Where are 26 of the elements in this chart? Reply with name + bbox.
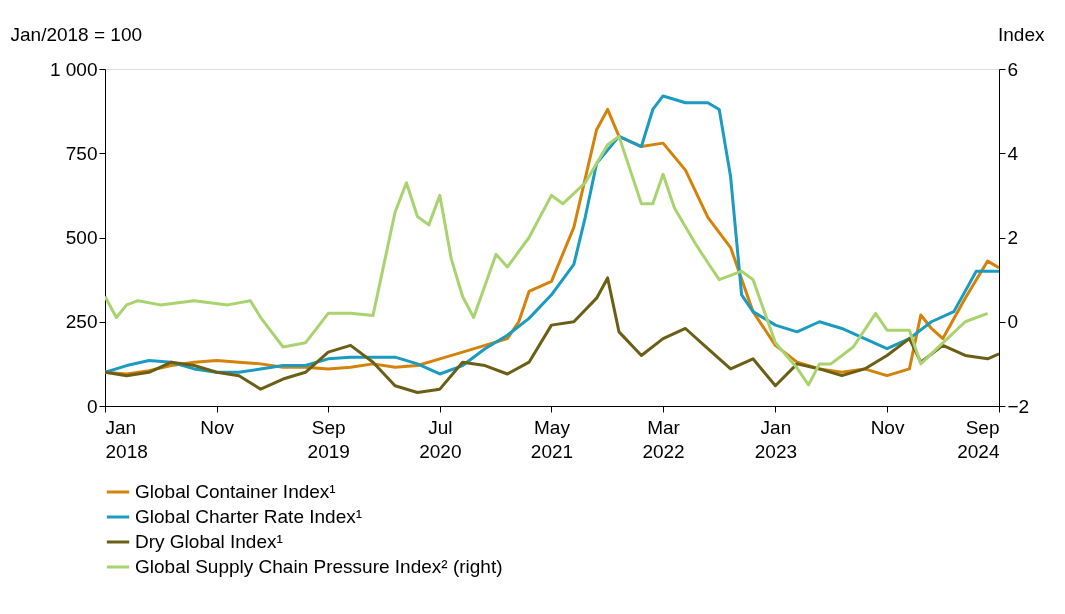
y-axis-title: Jan/2018 = 100 bbox=[10, 23, 143, 45]
y2-tick-label: 0 bbox=[1007, 311, 1019, 333]
x-tick-label: Nov bbox=[200, 416, 235, 438]
x-tick-label: Jan 2023 bbox=[754, 416, 798, 462]
y2-tick-label: −2 bbox=[1007, 395, 1030, 417]
x-tick-label: Jul 2020 bbox=[419, 416, 462, 462]
x-tick-label: Nov bbox=[870, 416, 905, 438]
legend-label: Global Supply Chain Pressure Index² (right) bbox=[135, 556, 503, 577]
x-tick-label: Jan 2018 bbox=[105, 416, 148, 462]
x-tick-label: May 2021 bbox=[530, 416, 574, 462]
y2-axis-title: Index bbox=[998, 23, 1045, 45]
line-series bbox=[105, 276, 999, 395]
y-tick-label: 1 000 bbox=[49, 58, 98, 80]
y2-tick-label: 6 bbox=[1007, 58, 1019, 80]
y-tick-label: 0 bbox=[86, 395, 98, 417]
y-tick-label: 750 bbox=[65, 142, 98, 164]
legend-label: Dry Global Index¹ bbox=[135, 531, 283, 552]
y2-tick-label: 2 bbox=[1007, 227, 1019, 248]
legend-label: Global Charter Rate Index¹ bbox=[135, 506, 363, 527]
y-tick-label: 500 bbox=[65, 227, 98, 248]
x-tick-label: Sep 2019 bbox=[307, 416, 350, 462]
legend-label: Global Container Index¹ bbox=[135, 481, 336, 502]
y2-tick-label: 4 bbox=[1007, 142, 1019, 164]
y-tick-label: 250 bbox=[65, 311, 98, 333]
x-tick-label: Mar 2022 bbox=[642, 416, 685, 462]
x-tick-label: Sep 2024 bbox=[957, 416, 1000, 462]
